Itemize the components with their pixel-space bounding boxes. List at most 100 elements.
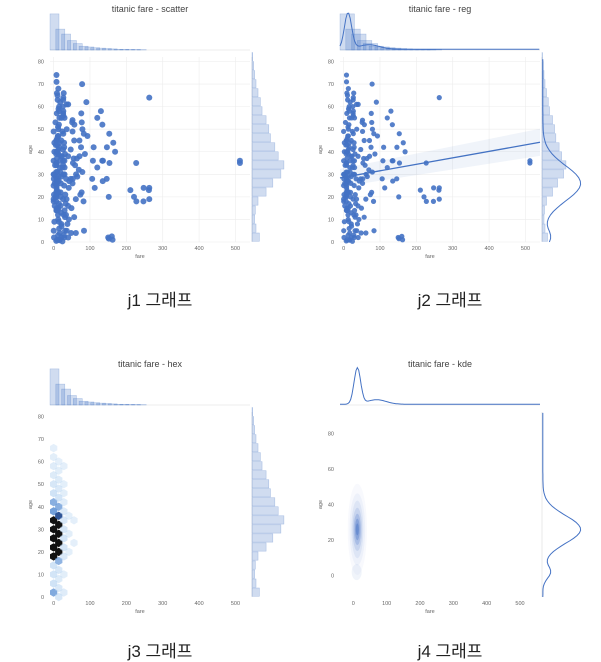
y-tick-label: 0 bbox=[331, 574, 334, 580]
x-tick-label: 0 bbox=[352, 601, 355, 607]
scatter-point bbox=[97, 108, 104, 115]
marginal-x-kde bbox=[339, 12, 540, 50]
marginal-y-bar bbox=[251, 515, 285, 525]
marginal-y-bar bbox=[251, 533, 274, 543]
y-tick-label: 40 bbox=[38, 505, 44, 511]
scatter-point bbox=[133, 160, 140, 167]
scatter-point bbox=[342, 162, 348, 168]
scatter-point bbox=[345, 212, 351, 218]
kde-contour bbox=[354, 518, 360, 541]
hexbin bbox=[60, 534, 68, 543]
scatter-point bbox=[106, 160, 113, 167]
scatter-point bbox=[388, 108, 394, 114]
marginal-y-bar bbox=[251, 434, 257, 444]
hexbin bbox=[60, 489, 68, 498]
regression-ci-band bbox=[340, 128, 540, 187]
scatter-point bbox=[361, 137, 367, 144]
hexbin bbox=[60, 498, 68, 507]
scatter-point bbox=[89, 175, 96, 182]
scatter-point bbox=[347, 189, 354, 195]
scatter-point bbox=[57, 157, 64, 164]
hexbin bbox=[50, 507, 58, 516]
marginal-y-bar bbox=[251, 178, 274, 188]
scatter-point bbox=[90, 144, 97, 151]
scatter-point bbox=[51, 191, 57, 198]
marginal-y-bar bbox=[541, 79, 546, 89]
scatter-point bbox=[62, 191, 69, 198]
scatter-point bbox=[354, 228, 360, 234]
x-tick-label: 300 bbox=[158, 246, 167, 252]
scatter-point bbox=[54, 96, 61, 103]
hexbin bbox=[55, 511, 63, 520]
scatter-point bbox=[89, 157, 96, 164]
marginal-y-bar bbox=[251, 97, 261, 107]
scatter-point bbox=[55, 218, 62, 225]
scatter-point bbox=[60, 171, 67, 178]
y-tick-label: 50 bbox=[328, 127, 334, 133]
scatter-point bbox=[371, 131, 377, 137]
scatter-point bbox=[52, 119, 59, 126]
hexbin bbox=[50, 525, 58, 534]
scatter-point bbox=[342, 119, 349, 126]
scatter-point bbox=[345, 124, 351, 130]
scatter-point bbox=[78, 119, 85, 126]
scatter-point bbox=[57, 189, 64, 196]
scatter-point bbox=[371, 228, 377, 234]
scatter-point bbox=[341, 192, 347, 198]
marginal-x-bar bbox=[61, 33, 71, 51]
scatter-point bbox=[346, 178, 352, 184]
marginal-y-bar bbox=[251, 124, 270, 134]
scatter-point bbox=[373, 99, 379, 105]
scatter-point bbox=[50, 227, 57, 234]
scatter-point bbox=[364, 173, 370, 180]
scatter-point bbox=[351, 90, 357, 96]
scatter-point bbox=[51, 234, 57, 241]
scatter-point bbox=[53, 78, 60, 85]
marginal-y-bar bbox=[251, 205, 256, 215]
scatter-point bbox=[341, 234, 347, 241]
marginal-y-bar bbox=[251, 524, 282, 534]
marginal-x-bar bbox=[55, 383, 66, 406]
kde-contour bbox=[349, 493, 366, 566]
marginal-x-bar bbox=[78, 400, 89, 406]
scatter-point bbox=[341, 149, 347, 155]
scatter-point bbox=[356, 178, 362, 184]
x-axis-label: fare bbox=[135, 609, 144, 615]
x-tick-label: 100 bbox=[85, 246, 94, 252]
hexbin bbox=[50, 452, 58, 462]
y-tick-label: 80 bbox=[328, 431, 334, 437]
y-tick-label: 70 bbox=[38, 437, 44, 443]
x-tick-label: 200 bbox=[122, 246, 131, 252]
y-tick-label: 40 bbox=[328, 503, 334, 509]
marginal-y-bar bbox=[541, 151, 562, 161]
marginal-x-bar bbox=[363, 43, 378, 51]
scatter-point bbox=[369, 119, 375, 126]
scatter-point bbox=[71, 137, 78, 144]
scatter-point bbox=[354, 221, 361, 227]
y-tick-label: 30 bbox=[38, 527, 44, 533]
scatter-point bbox=[78, 144, 85, 151]
y-tick-label: 10 bbox=[328, 217, 334, 223]
scatter-point bbox=[65, 153, 72, 160]
scatter-point bbox=[352, 192, 358, 198]
scatter-point bbox=[110, 139, 117, 146]
chart-panel-j1: titanic fare - scatter 0 100 200 300 400 500 0 1… bbox=[20, 0, 300, 320]
scatter-point bbox=[344, 135, 350, 141]
y-tick-label: 0 bbox=[41, 240, 44, 246]
marginal-x-bar bbox=[96, 47, 106, 51]
chart-title: titanic fare - kde bbox=[408, 359, 472, 369]
scatter-point bbox=[78, 189, 85, 196]
scatter-point bbox=[60, 196, 67, 203]
scatter-point bbox=[79, 169, 86, 176]
scatter-point bbox=[354, 126, 360, 132]
kde-contour bbox=[351, 564, 362, 581]
scatter-point bbox=[79, 81, 86, 88]
x-tick-label: 500 bbox=[521, 246, 530, 252]
scatter-point bbox=[417, 187, 423, 193]
scatter-point bbox=[72, 229, 79, 236]
scatter-point bbox=[51, 171, 57, 178]
x-axis-label: fare bbox=[425, 254, 434, 260]
hexbin bbox=[50, 443, 58, 453]
chart-title: titanic fare - scatter bbox=[112, 4, 189, 14]
marginal-y-bar bbox=[251, 160, 285, 170]
